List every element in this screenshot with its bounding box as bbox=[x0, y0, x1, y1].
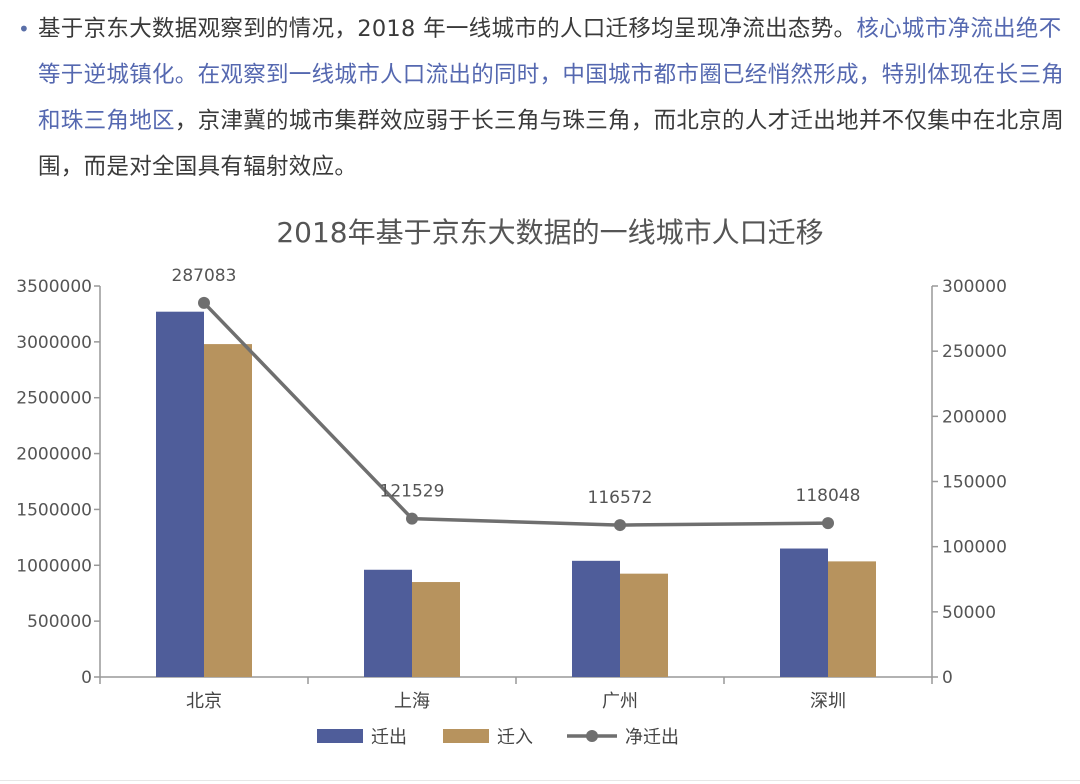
x-axis-category-label: 深圳 bbox=[810, 691, 846, 712]
net-outflow-point bbox=[406, 512, 418, 525]
right-axis-tick-label: 100000 bbox=[942, 538, 1007, 558]
bar-迁入 bbox=[620, 573, 668, 677]
legend-label-out: 迁出 bbox=[371, 727, 407, 748]
bar-迁出 bbox=[572, 560, 620, 677]
bar-迁入 bbox=[412, 582, 460, 677]
left-axis-tick-label: 1000000 bbox=[16, 556, 92, 576]
bullet-icon: • bbox=[18, 17, 31, 41]
right-axis-tick-label: 0 bbox=[942, 668, 953, 688]
paragraph-part1: 基于京东大数据观察到的情况，2018 年一线城市的人口迁移均呈现净流出态势。 bbox=[38, 16, 857, 42]
chart-bars bbox=[156, 311, 876, 677]
right-axis-tick-label: 200000 bbox=[942, 407, 1007, 427]
chart-legend: 迁出 迁入 净迁出 bbox=[317, 727, 679, 748]
right-axis-tick-label: 300000 bbox=[942, 277, 1007, 297]
chart-axes: 0500000100000015000002000000250000030000… bbox=[16, 277, 1007, 712]
net-outflow-point bbox=[198, 296, 210, 309]
left-axis-tick-label: 3000000 bbox=[16, 333, 92, 353]
legend-swatch-out bbox=[317, 729, 363, 743]
right-axis-tick-label: 50000 bbox=[942, 603, 996, 623]
legend-label-net: 净迁出 bbox=[625, 727, 679, 748]
net-outflow-data-label: 118048 bbox=[796, 486, 861, 506]
chart-title: 2018年基于京东大数据的一线城市人口迁移 bbox=[276, 216, 823, 249]
left-axis-tick-label: 1500000 bbox=[16, 500, 92, 520]
legend-swatch-in bbox=[443, 729, 489, 743]
x-axis-category-label: 上海 bbox=[394, 691, 430, 712]
migration-chart: 2018年基于京东大数据的一线城市人口迁移 050000010000001500… bbox=[16, 216, 1007, 748]
x-axis-category-label: 广州 bbox=[602, 691, 638, 712]
legend-swatch-net-marker bbox=[586, 730, 598, 742]
divider bbox=[0, 780, 1080, 781]
x-axis-category-label: 北京 bbox=[186, 691, 222, 712]
paragraph-part3: ，京津冀的城市集群效应弱于长三角与珠三角，而北京的人才迁出地并不仅集中在北京周围… bbox=[38, 108, 1065, 180]
legend-label-in: 迁入 bbox=[497, 727, 533, 748]
net-outflow-data-label: 121529 bbox=[380, 482, 445, 502]
bar-迁入 bbox=[828, 561, 876, 677]
left-axis-tick-label: 2000000 bbox=[16, 445, 92, 465]
net-outflow-line: 287083 121529 116572 118048 bbox=[172, 266, 861, 532]
net-outflow-point bbox=[614, 519, 626, 532]
net-outflow-polyline bbox=[202, 301, 829, 527]
bar-迁出 bbox=[780, 548, 828, 677]
left-axis-tick-label: 3500000 bbox=[16, 277, 92, 297]
left-axis-tick-label: 0 bbox=[81, 668, 92, 688]
bar-迁出 bbox=[156, 311, 204, 677]
right-axis-tick-label: 150000 bbox=[942, 473, 1007, 493]
net-outflow-data-label: 287083 bbox=[172, 266, 237, 286]
paragraph-highlight: 核心城市净流出绝不等于逆城镇化。在观察到一线城市人口流出的同时，中国城市都市圈已… bbox=[38, 16, 1065, 134]
bar-迁入 bbox=[204, 344, 252, 677]
description-paragraph: • 基于京东大数据观察到的情况，2018 年一线城市的人口迁移均呈现净流出态势。… bbox=[18, 6, 1068, 190]
right-axis-tick-label: 250000 bbox=[942, 342, 1007, 362]
net-outflow-data-label: 116572 bbox=[588, 488, 653, 508]
left-axis-tick-label: 2500000 bbox=[16, 389, 92, 409]
bar-迁出 bbox=[364, 569, 412, 677]
left-axis-tick-label: 500000 bbox=[27, 612, 92, 632]
net-outflow-point bbox=[822, 517, 834, 530]
